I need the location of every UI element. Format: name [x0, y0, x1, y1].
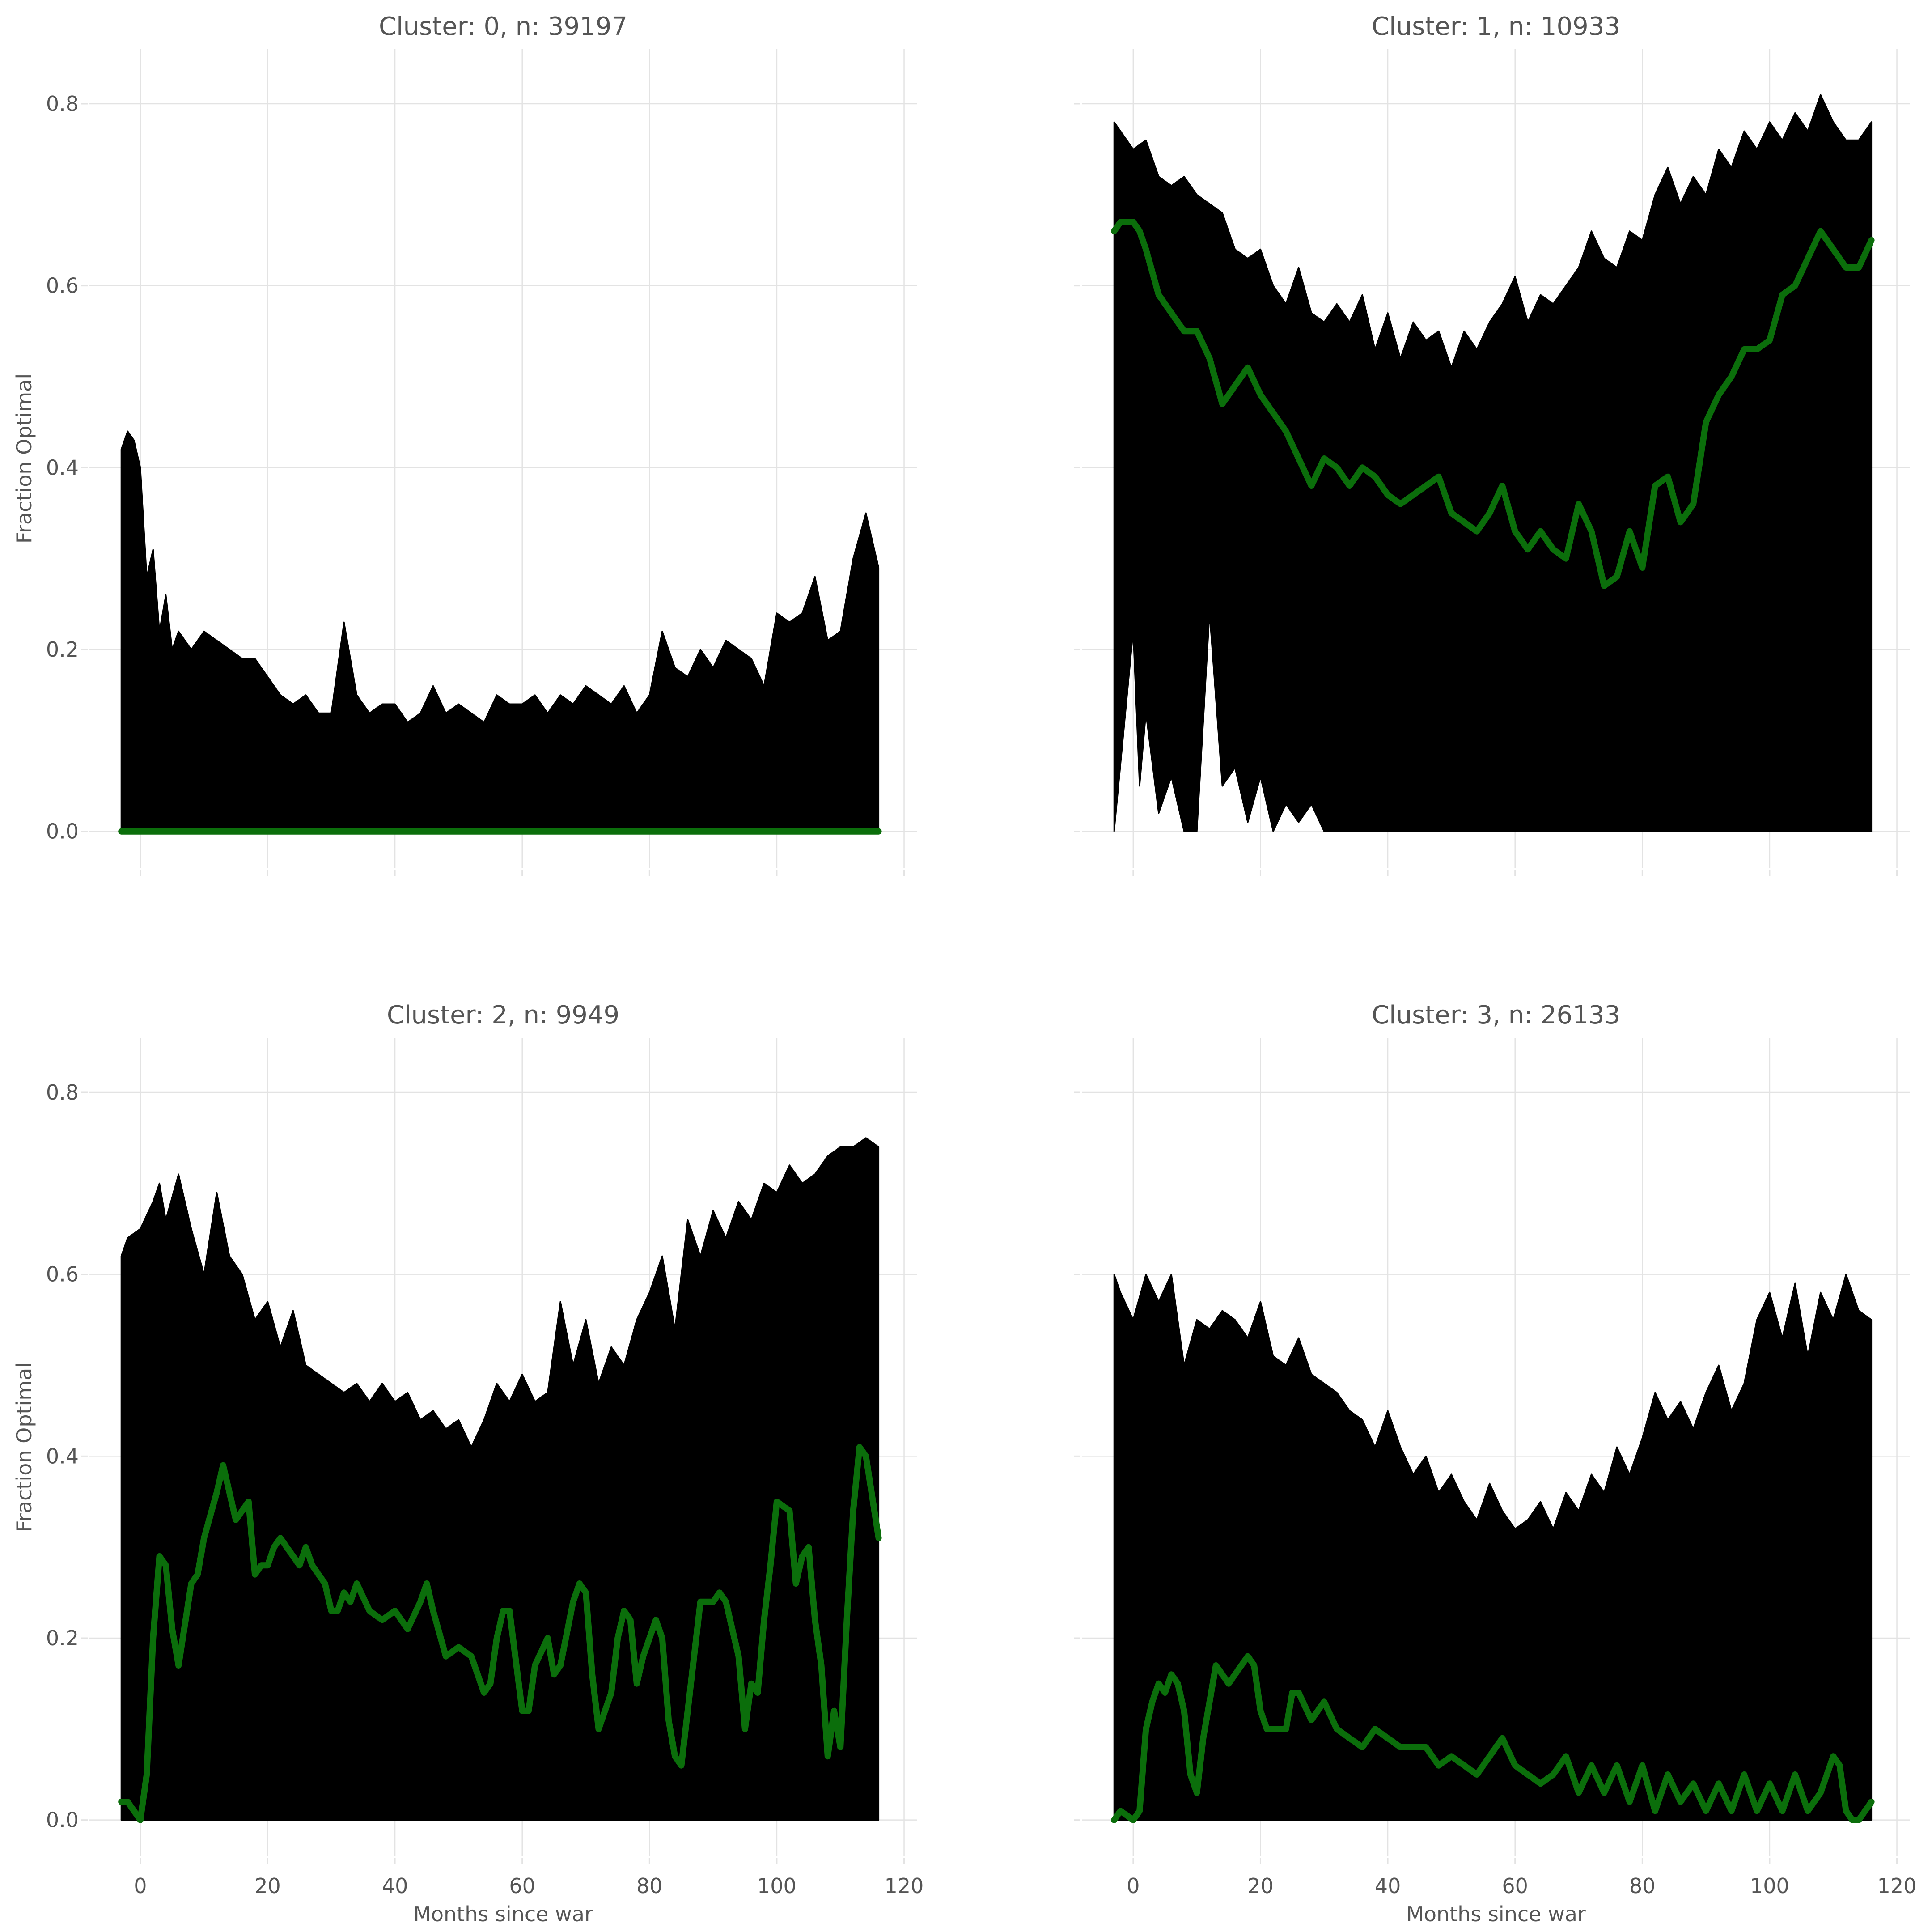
y-axis-label: Fraction Optimal: [12, 1362, 36, 1532]
panel-title: Cluster: 3, n: 26133: [1372, 1001, 1620, 1030]
trajectory-band: [1113, 94, 1873, 832]
y-tick-label: 0.8: [46, 1080, 79, 1104]
x-tick-label: 100: [1750, 1874, 1789, 1898]
y-axis-label: Fraction Optimal: [12, 374, 36, 544]
y-tick-label: 0.8: [46, 92, 79, 116]
y-tick-label: 0.4: [46, 455, 79, 480]
x-tick-label: 20: [1247, 1874, 1274, 1898]
panel-title: Cluster: 2, n: 9949: [387, 1001, 619, 1030]
x-tick-label: 80: [1629, 1874, 1656, 1898]
y-tick-label: 0.6: [46, 1262, 79, 1287]
panel-1: Cluster: 1, n: 10933: [1074, 12, 1910, 876]
y-tick-label: 0.6: [46, 274, 79, 298]
y-tick-label: 0.0: [46, 820, 79, 844]
trajectory-band: [1113, 1274, 1873, 1821]
x-tick-label: 80: [636, 1874, 663, 1898]
x-tick-label: 100: [757, 1874, 797, 1898]
cluster-mean-line: [118, 1444, 882, 1823]
panel-title: Cluster: 1, n: 10933: [1372, 12, 1620, 41]
cluster-mean-line: [1111, 219, 1875, 589]
x-tick-label: 20: [254, 1874, 281, 1898]
cluster-mean-line: [1111, 1653, 1875, 1823]
x-tick-label: 0: [1127, 1874, 1140, 1898]
y-tick-label: 0.4: [46, 1444, 79, 1468]
panel-2: 0 20 40 60 80 100 120 0.0 0.2 0.4 0.6 0.8 Cluster: 2…: [12, 1001, 924, 1926]
x-tick-label: 40: [1375, 1874, 1401, 1898]
trajectory-band: [120, 430, 880, 832]
panel-0: 0.0 0.2 0.4 0.6 0.8 Cluster: 0, n: 39197 Fract…: [12, 12, 917, 876]
x-tick-label: 60: [509, 1874, 535, 1898]
panel-title: Cluster: 0, n: 39197: [379, 12, 627, 41]
y-tick-label: 0.2: [46, 1626, 79, 1650]
x-tick-label: 60: [1502, 1874, 1528, 1898]
x-axis-label: Months since war: [413, 1902, 593, 1926]
trajectory-band: [120, 1137, 880, 1821]
y-tick-label: 0.2: [46, 637, 79, 662]
x-tick-label: 120: [1877, 1874, 1917, 1898]
x-tick-label: 40: [382, 1874, 408, 1898]
y-tick-label: 0.0: [46, 1808, 79, 1832]
x-tick-label: 0: [134, 1874, 147, 1898]
x-axis-label: Months since war: [1406, 1902, 1586, 1926]
x-tick-label: 120: [885, 1874, 924, 1898]
panel-3: 0 20 40 60 80 100 120 Cluster: 3, n: 26133 Month…: [1074, 1001, 1916, 1926]
